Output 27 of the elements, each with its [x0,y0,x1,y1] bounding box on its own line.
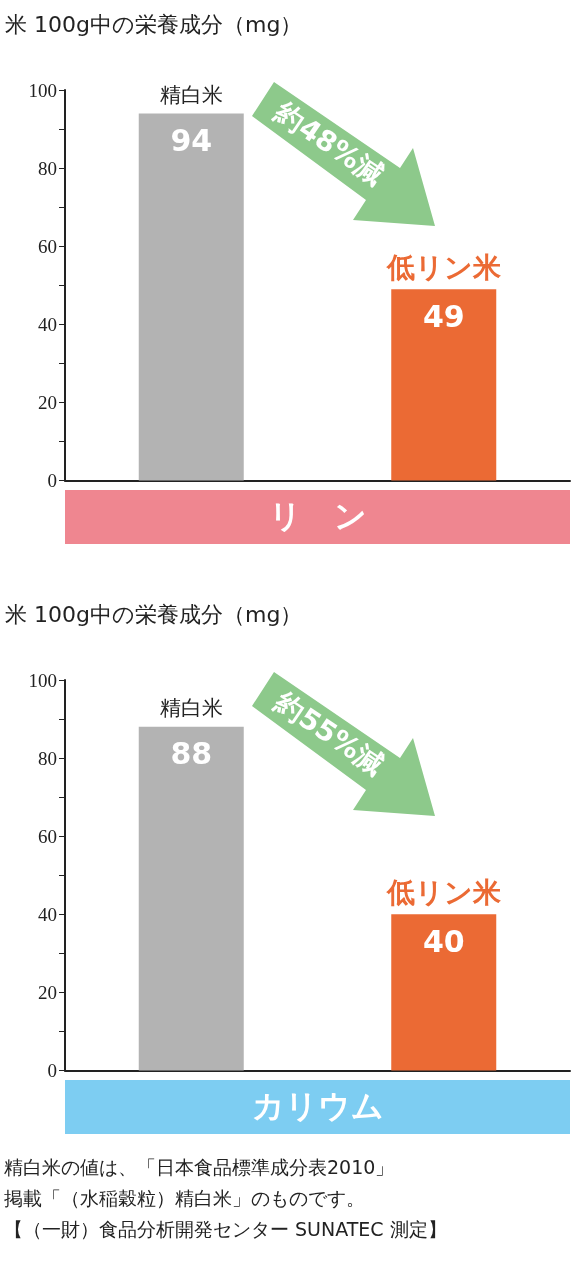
x-tick-label: 精白米 [159,696,223,721]
y-tick-label: 60 [38,825,57,847]
x-tick-label: 低リン米 [385,250,501,284]
y-tick-label: 100 [28,669,57,691]
x-tick-label: 精白米 [159,82,223,107]
text: 掲載「（水稲穀粒）精白米」のものです。 [4,1186,365,1211]
data-label: 88 [170,736,213,772]
x-tick-label: 低リン米 [385,875,501,909]
y-tick-label: 40 [38,903,57,925]
chart-title: 米 100g中の栄養成分（mg） [5,601,303,627]
y-tick-label: 20 [38,391,57,413]
y-tick-label: 60 [38,235,57,257]
data-label: 49 [422,298,465,334]
y-tick-label: 0 [47,1060,57,1081]
text: 精白米の値は、「日本食品標準成分表2010」 [4,1155,395,1180]
y-tick-label: 100 [28,79,57,101]
y-tick-label: 40 [38,313,57,335]
y-tick-label: 0 [47,470,57,491]
data-label: 94 [170,122,213,158]
y-tick-label: 80 [38,157,57,179]
y-tick-label: 20 [38,981,57,1003]
chart-title: 米 100g中の栄養成分（mg） [5,11,303,37]
x-axis-title: カリウム [65,1080,570,1134]
y-tick-label: 80 [38,747,57,769]
data-label: 40 [422,923,465,959]
text: 【（一財）食品分析開発センター SUNATEC 測定】 [4,1217,447,1242]
x-axis-title: リ ン [65,490,570,544]
